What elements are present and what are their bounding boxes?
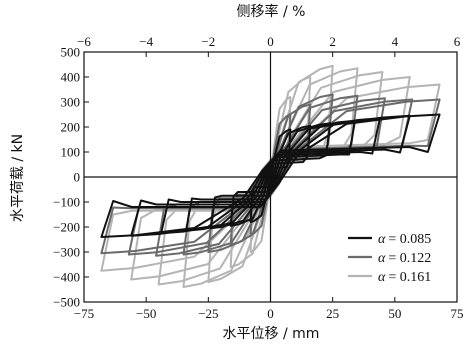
- x-axis-title: 水平位移 / mm: [223, 326, 320, 342]
- legend-label-1: α = 0.085: [378, 232, 431, 247]
- y-axis-title: 水平荷载 / kN: [10, 134, 26, 222]
- x-tick-label: −75: [74, 306, 94, 321]
- x-tick-label: 25: [326, 306, 339, 321]
- y-tick-label: 500: [61, 45, 81, 60]
- y-tick-label: 300: [61, 95, 81, 110]
- y-tick-label: −400: [53, 270, 80, 285]
- x-tick-label: 0: [267, 306, 274, 321]
- legend-value: = 0.085: [388, 232, 431, 247]
- x-tick-label: 50: [388, 306, 401, 321]
- legend-label-3: α = 0.161: [378, 270, 431, 285]
- top-axis-title: 侧移率 / %: [237, 3, 306, 20]
- top-tick-label: 4: [392, 34, 399, 49]
- y-tick-label: 400: [61, 70, 81, 85]
- y-tick-label: 200: [61, 120, 81, 135]
- top-tick-label: 2: [329, 34, 336, 49]
- top-tick-label: 6: [454, 34, 461, 49]
- curves-layer: [100, 64, 441, 288]
- legend-alpha-symbol: α: [378, 270, 386, 285]
- legend-value: = 0.122: [388, 251, 431, 266]
- y-tick-label: −100: [53, 195, 80, 210]
- series-1: [100, 113, 441, 238]
- y-tick-label: −500: [53, 295, 80, 310]
- legend-alpha-symbol: α: [378, 232, 386, 247]
- series-1-loop-7: [100, 113, 441, 238]
- x-tick-label: 75: [451, 306, 464, 321]
- y-tick-label: −200: [53, 220, 80, 235]
- top-tick-label: −2: [201, 34, 215, 49]
- top-tick-label: 0: [267, 34, 274, 49]
- legend-value: = 0.161: [388, 270, 431, 285]
- legend-alpha-symbol: α: [378, 251, 386, 266]
- y-tick-label: 100: [61, 145, 81, 160]
- y-tick-label: 0: [74, 170, 81, 185]
- x-tick-label: −25: [198, 306, 218, 321]
- top-tick-label: −6: [77, 34, 91, 49]
- x-tick-label: −50: [136, 306, 156, 321]
- y-tick-label: −300: [53, 245, 80, 260]
- legend-label-2: α = 0.122: [378, 251, 431, 266]
- axes-layer: −75 −50 −25 0 25 50 75 −500 −400 −300 −200 −100 0 100…: [53, 34, 463, 321]
- top-tick-label: −4: [139, 34, 153, 49]
